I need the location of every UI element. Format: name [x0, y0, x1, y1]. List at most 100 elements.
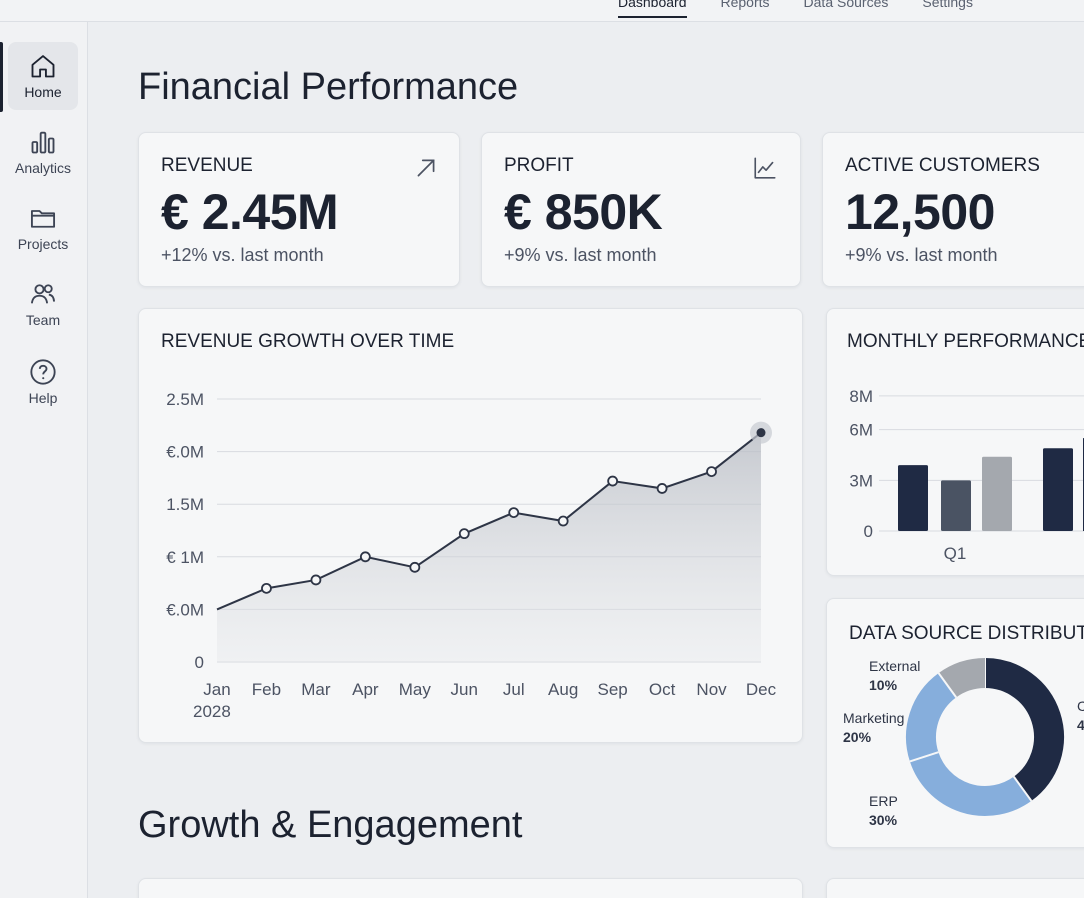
slice-percent: 30% [869, 812, 898, 828]
data-point[interactable] [458, 528, 470, 540]
sidebar-item-label: Projects [17, 236, 69, 252]
x-tick-label: Jun [451, 680, 478, 699]
help-icon [30, 359, 56, 385]
chart-title: DATA SOURCE DISTRIBUTIO [849, 623, 1084, 644]
growth-card-right [826, 878, 1084, 898]
sidebar-item-help[interactable]: Help [8, 348, 78, 416]
chart-title: MONTHLY PERFORMANCE [847, 331, 1084, 352]
kpi-value: € 2.45M [161, 184, 339, 240]
area-fill [217, 432, 761, 662]
slice-percent: 4 [1077, 717, 1084, 733]
slice-separator [909, 751, 939, 763]
x-tick-label: Jan [203, 680, 230, 699]
tab-dashboard[interactable]: Dashboard [618, 0, 687, 18]
slice-label: Marketing [843, 710, 904, 726]
top-bar: Dashboard Reports Data Sources Settings [0, 0, 1084, 22]
donut-slice[interactable] [984, 658, 1064, 801]
kpi-delta: +9% vs. last month [504, 245, 657, 265]
sidebar-item-projects[interactable]: Projects [8, 194, 78, 262]
kpi-card-revenue: REVENUE € 2.45M +12% vs. last month [138, 132, 460, 287]
y-tick-label: € 1M [166, 548, 204, 567]
kpi-label: ACTIVE CUSTOMERS [845, 155, 1040, 176]
donut-slice[interactable] [938, 658, 986, 698]
sidebar-item-home[interactable]: Home [8, 42, 78, 110]
data-point[interactable] [656, 483, 668, 494]
bar[interactable] [898, 465, 928, 531]
growth-card-left [138, 878, 803, 898]
data-point[interactable] [756, 428, 766, 438]
y-tick-label: 6M [849, 421, 873, 440]
y-tick-label: €.0M [166, 443, 204, 462]
x-tick-label: Feb [252, 680, 281, 699]
series-line [216, 431, 762, 611]
sidebar: Home Analytics Projects Team Hel [0, 22, 88, 898]
tab-data-sources[interactable]: Data Sources [803, 0, 889, 10]
y-tick-label: 0 [864, 522, 873, 541]
x-tick-label: Aug [548, 680, 578, 699]
data-point[interactable] [607, 475, 619, 487]
revenue-growth-card: REVENUE GROWTH OVER TIME 0 €.0M € 1M 1.5M €.… [138, 308, 803, 743]
sidebar-active-indicator [0, 42, 3, 112]
monthly-bar-chart: 0 3M 6M 8M Q1 [849, 387, 1084, 563]
y-tick-label: 8M [849, 387, 873, 406]
x-tick-label: Jul [503, 680, 525, 699]
x-tick-label: Q1 [944, 544, 967, 563]
sidebar-item-label: Analytics [14, 160, 72, 176]
revenue-line-chart: 0 €.0M € 1M 1.5M €.0M 2.5M Jan Feb Mar Apr May Jun… [166, 390, 777, 721]
sidebar-item-analytics[interactable]: Analytics [8, 118, 78, 186]
kpi-card-active-customers: ACTIVE CUSTOMERS 12,500 +9% vs. last mon… [822, 132, 1084, 287]
tab-reports[interactable]: Reports [720, 0, 770, 10]
donut-slice[interactable] [909, 751, 1032, 816]
x-tick-label: Sep [598, 680, 628, 699]
x-tick-label: Mar [301, 680, 331, 699]
x-axis-year-label: 2028 [193, 702, 231, 721]
bar-chart-icon [31, 131, 55, 154]
kpi-value: 12,500 [845, 184, 995, 240]
data-point[interactable] [261, 582, 272, 594]
chart-title: REVENUE GROWTH OVER TIME [161, 331, 455, 352]
slice-percent: 10% [869, 677, 898, 693]
sidebar-item-label: Home [24, 84, 62, 100]
data-point[interactable] [706, 466, 717, 477]
x-tick-label: Oct [649, 680, 676, 699]
y-tick-label: 0 [195, 653, 204, 672]
kpi-delta: +12% vs. last month [161, 245, 324, 265]
slice-separator [937, 672, 958, 698]
kpi-label: PROFIT [504, 155, 574, 176]
kpi-value: € 850K [504, 184, 663, 240]
data-point[interactable] [359, 551, 371, 563]
bar[interactable] [941, 480, 971, 531]
y-tick-label: 2.5M [166, 390, 204, 409]
slice-label: C [1077, 698, 1084, 714]
sidebar-item-team[interactable]: Team [8, 270, 78, 338]
kpi-label: REVENUE [161, 155, 253, 176]
bar[interactable] [982, 456, 1012, 531]
data-point[interactable] [409, 561, 421, 573]
arrow-up-right-icon [417, 159, 435, 177]
data-source-donut: External 10% Marketing 20% ERP 30% C 4 [843, 658, 1084, 828]
donut-slice[interactable] [906, 673, 957, 762]
slice-label: ERP [869, 793, 898, 809]
x-tick-label: Dec [746, 680, 777, 699]
bar[interactable] [1043, 448, 1073, 531]
data-source-card: DATA SOURCE DISTRIBUTIO External 10% Marke… [826, 598, 1084, 848]
section-title-growth: Growth & Engagement [138, 804, 523, 846]
slice-percent: 20% [843, 729, 872, 745]
x-tick-label: Apr [352, 680, 379, 699]
data-point[interactable] [310, 574, 322, 586]
tab-settings[interactable]: Settings [922, 0, 973, 10]
x-tick-label: May [399, 680, 432, 699]
top-nav: Dashboard Reports Data Sources Settings [618, 0, 973, 18]
data-point[interactable] [508, 507, 520, 519]
users-icon [30, 284, 56, 304]
y-tick-label: €.0M [166, 600, 204, 619]
data-point[interactable] [557, 515, 569, 527]
y-tick-label: 1.5M [166, 495, 204, 514]
line-chart-icon [754, 157, 776, 179]
y-tick-label: 3M [849, 471, 873, 490]
slice-separator [1012, 776, 1033, 802]
kpi-card-profit: PROFIT € 850K +9% vs. last month [481, 132, 801, 287]
monthly-performance-card: MONTHLY PERFORMANCE 0 3M 6M 8M Q1 [826, 308, 1084, 576]
x-tick-label: Nov [696, 680, 727, 699]
sidebar-item-label: Team [25, 312, 61, 328]
